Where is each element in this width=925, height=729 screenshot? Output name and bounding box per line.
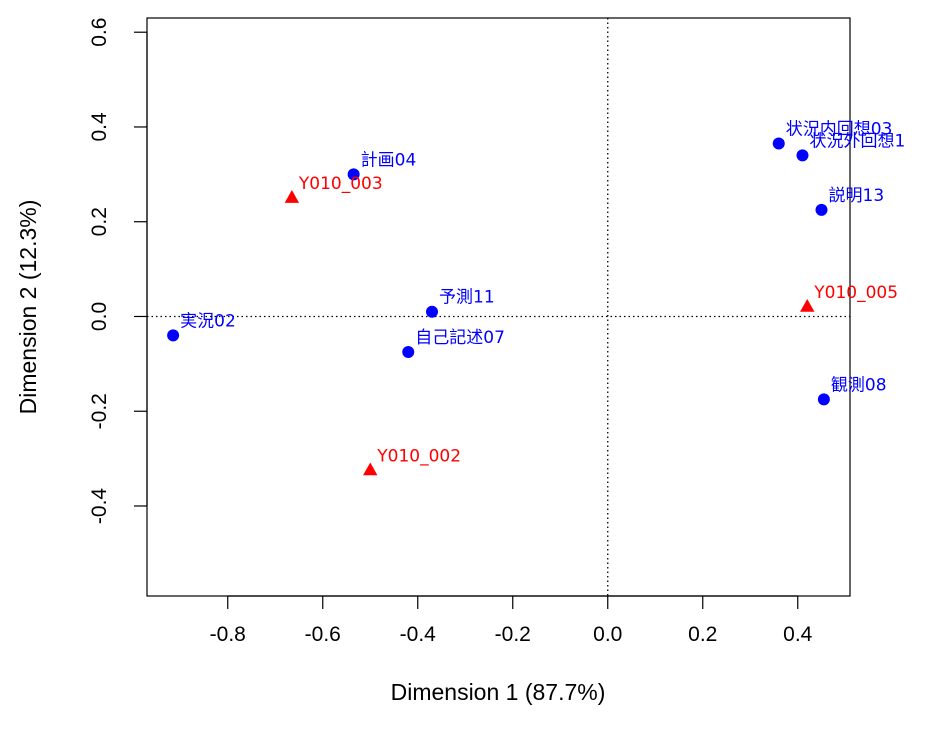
x-tick-label: 0.4 [783,623,813,646]
point-label: 状況内回想03 [786,120,893,140]
y-axis: -0.4 -0.2 0.0 0.2 0.4 0.6 [88,18,148,525]
x-tick-label: 0.0 [593,623,622,646]
y-tick-label: 0.2 [88,207,111,236]
point-label: 実況02 [180,311,236,331]
y-tick-label: -0.2 [88,393,111,429]
point-label: Y010_002 [376,446,461,466]
x-tick-label: -0.8 [210,623,246,646]
y-axis-title: Dimension 2 (12.3%) [15,200,41,415]
point-marker [817,393,830,406]
point-label: 計画04 [361,150,417,170]
point-label: 説明13 [829,186,885,206]
point-marker [284,190,300,203]
point-marker [363,462,378,476]
x-tick-label: -0.6 [305,623,341,646]
point-label: 自己記述07 [415,328,505,348]
point-marker [796,149,809,162]
y-tick-label: 0.6 [88,18,111,47]
point-label: 観測08 [831,375,887,395]
point-label: 状況外回想1 [810,131,906,151]
point-marker [402,346,415,359]
y-tick-label: -0.4 [88,488,111,525]
x-axis-title: Dimension 1 (87.7%) [391,679,606,705]
point-marker [347,168,360,181]
x-tick-label: -0.4 [400,623,437,646]
x-axis: -0.8 -0.6 -0.4 -0.2 0.0 0.2 0.4 [210,595,813,646]
point-marker [815,203,828,216]
point-label: 予測11 [439,288,495,308]
point-marker [167,329,180,342]
point-label: Y010_003 [298,174,383,194]
point-marker [426,305,438,318]
x-tick-label: 0.2 [688,623,717,646]
y-tick-label: 0.0 [88,302,111,331]
point-marker [800,299,815,312]
x-tick-label: -0.2 [495,623,531,646]
point-label: Y010_005 [813,283,898,303]
y-tick-label: 0.4 [88,112,111,142]
point-marker [772,137,785,150]
reference-lines [147,18,850,596]
